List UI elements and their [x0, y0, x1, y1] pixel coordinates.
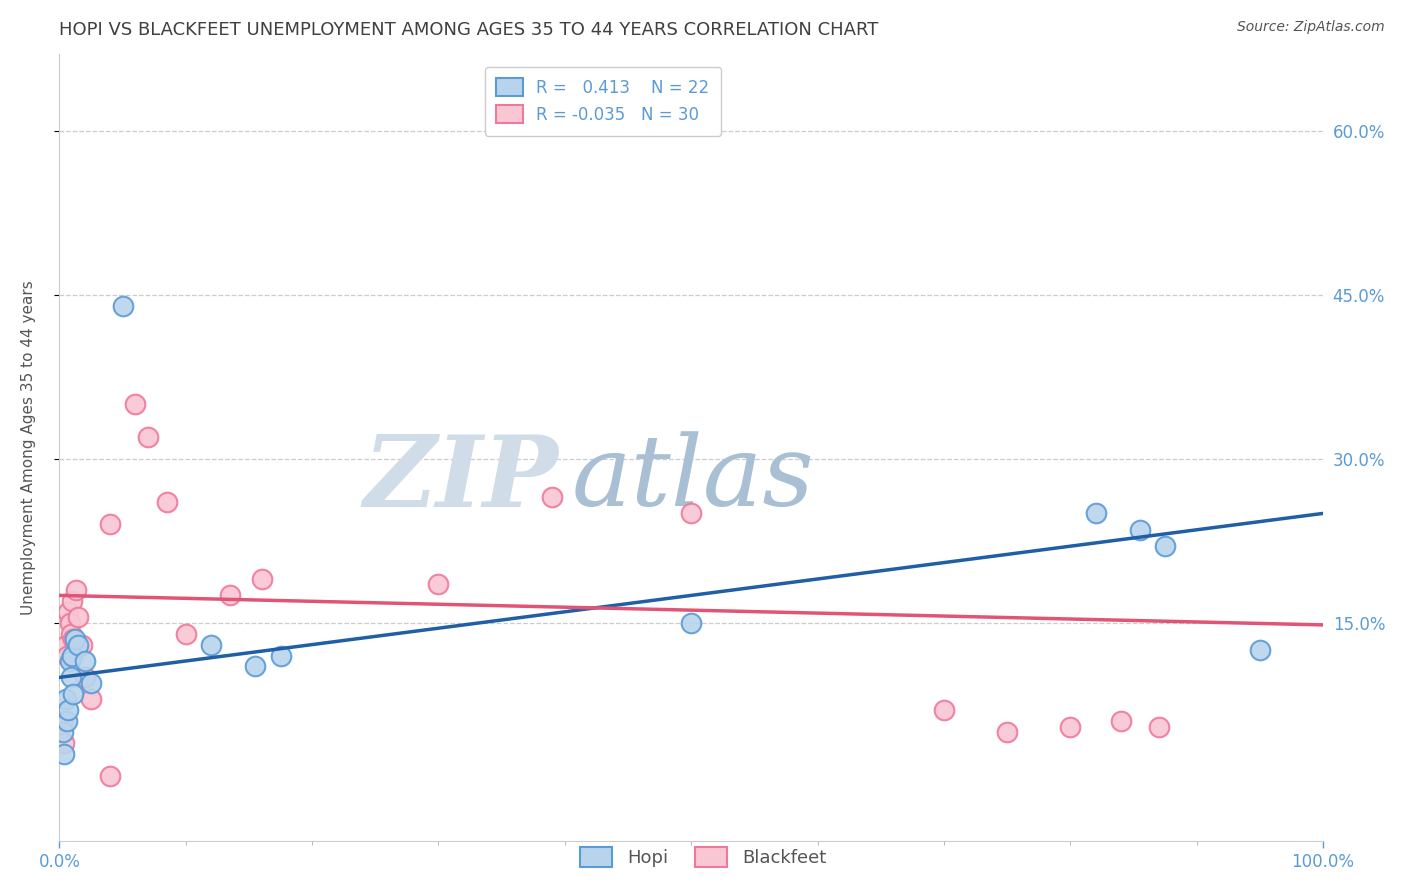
- Point: [56, 714, 79, 728]
- Text: Source: ZipAtlas.com: Source: ZipAtlas.com: [1237, 20, 1385, 34]
- Point: [67, 638, 90, 652]
- Point: [250, 572, 273, 586]
- Point: [70, 638, 93, 652]
- Point: [59, 626, 82, 640]
- Text: atlas: atlas: [571, 432, 814, 527]
- Point: [59, 670, 82, 684]
- Point: [124, 397, 146, 411]
- Point: [427, 577, 450, 591]
- Point: [63, 632, 86, 647]
- Point: [58, 654, 80, 668]
- Point: [58, 615, 80, 630]
- Legend: R =   0.413    N = 22, R = -0.035   N = 30: R = 0.413 N = 22, R = -0.035 N = 30: [485, 67, 721, 136]
- Point: [200, 638, 222, 652]
- Point: [80, 676, 103, 690]
- Point: [219, 588, 242, 602]
- Point: [156, 495, 179, 509]
- Point: [58, 703, 80, 717]
- Point: [541, 490, 564, 504]
- Point: [1147, 720, 1170, 734]
- Point: [1084, 507, 1107, 521]
- Point: [73, 654, 96, 668]
- Point: [111, 299, 134, 313]
- Point: [1129, 523, 1152, 537]
- Point: [1059, 720, 1081, 734]
- Point: [995, 725, 1018, 739]
- Point: [270, 648, 292, 663]
- Point: [174, 626, 197, 640]
- Point: [98, 769, 121, 783]
- Y-axis label: Unemployment Among Ages 35 to 44 years: Unemployment Among Ages 35 to 44 years: [21, 280, 35, 615]
- Legend: Hopi, Blackfeet: Hopi, Blackfeet: [572, 839, 834, 874]
- Point: [55, 638, 77, 652]
- Point: [52, 725, 75, 739]
- Point: [53, 736, 76, 750]
- Point: [245, 659, 267, 673]
- Point: [56, 648, 79, 663]
- Point: [1249, 643, 1271, 657]
- Point: [58, 605, 80, 619]
- Point: [53, 747, 76, 761]
- Point: [62, 632, 84, 647]
- Point: [136, 430, 159, 444]
- Point: [681, 615, 703, 630]
- Text: HOPI VS BLACKFEET UNEMPLOYMENT AMONG AGES 35 TO 44 YEARS CORRELATION CHART: HOPI VS BLACKFEET UNEMPLOYMENT AMONG AGE…: [59, 21, 879, 39]
- Point: [67, 610, 90, 624]
- Point: [80, 692, 103, 706]
- Point: [98, 517, 121, 532]
- Point: [1109, 714, 1132, 728]
- Point: [55, 692, 77, 706]
- Point: [62, 687, 84, 701]
- Point: [932, 703, 955, 717]
- Point: [65, 582, 87, 597]
- Point: [60, 594, 83, 608]
- Point: [73, 670, 96, 684]
- Point: [60, 648, 83, 663]
- Point: [1154, 539, 1177, 553]
- Text: ZIP: ZIP: [364, 431, 558, 527]
- Point: [52, 714, 75, 728]
- Point: [681, 507, 703, 521]
